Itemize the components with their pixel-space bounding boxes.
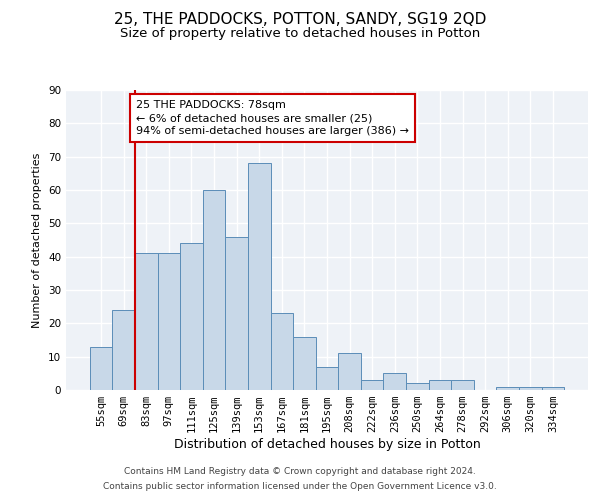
Bar bbox=[293, 336, 316, 390]
Bar bbox=[316, 366, 338, 390]
Text: 25, THE PADDOCKS, POTTON, SANDY, SG19 2QD: 25, THE PADDOCKS, POTTON, SANDY, SG19 2Q… bbox=[114, 12, 486, 28]
Bar bbox=[90, 346, 112, 390]
Text: Size of property relative to detached houses in Potton: Size of property relative to detached ho… bbox=[120, 28, 480, 40]
Text: 25 THE PADDOCKS: 78sqm
← 6% of detached houses are smaller (25)
94% of semi-deta: 25 THE PADDOCKS: 78sqm ← 6% of detached … bbox=[136, 100, 409, 136]
Bar bbox=[135, 254, 158, 390]
Bar bbox=[519, 386, 542, 390]
Bar bbox=[180, 244, 203, 390]
Bar bbox=[361, 380, 383, 390]
Bar bbox=[406, 384, 428, 390]
Bar bbox=[338, 354, 361, 390]
Text: Contains HM Land Registry data © Crown copyright and database right 2024.: Contains HM Land Registry data © Crown c… bbox=[124, 467, 476, 476]
Text: Contains public sector information licensed under the Open Government Licence v3: Contains public sector information licen… bbox=[103, 482, 497, 491]
Bar bbox=[112, 310, 135, 390]
Bar bbox=[158, 254, 180, 390]
Bar bbox=[428, 380, 451, 390]
Bar bbox=[451, 380, 474, 390]
Bar bbox=[203, 190, 226, 390]
Bar bbox=[496, 386, 519, 390]
Y-axis label: Number of detached properties: Number of detached properties bbox=[32, 152, 43, 328]
X-axis label: Distribution of detached houses by size in Potton: Distribution of detached houses by size … bbox=[173, 438, 481, 451]
Bar bbox=[542, 386, 564, 390]
Bar bbox=[383, 374, 406, 390]
Bar bbox=[226, 236, 248, 390]
Bar bbox=[271, 314, 293, 390]
Bar bbox=[248, 164, 271, 390]
